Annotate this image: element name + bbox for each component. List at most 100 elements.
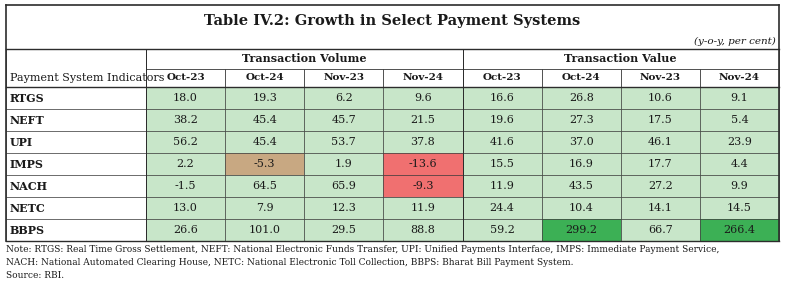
Bar: [225, 131, 305, 153]
Bar: [6, 219, 146, 241]
Text: Oct-24: Oct-24: [562, 73, 601, 83]
Bar: [305, 109, 383, 131]
Bar: [146, 69, 225, 87]
Text: 10.4: 10.4: [569, 203, 593, 213]
Bar: [146, 219, 225, 241]
Bar: [383, 175, 462, 197]
Text: 9.1: 9.1: [731, 93, 748, 103]
Bar: [6, 175, 146, 197]
Bar: [700, 87, 779, 109]
Bar: [542, 197, 621, 219]
Text: 5.4: 5.4: [731, 115, 748, 125]
Bar: [700, 109, 779, 131]
Bar: [146, 197, 225, 219]
Text: 46.1: 46.1: [648, 137, 673, 147]
Text: 19.3: 19.3: [252, 93, 277, 103]
Text: 65.9: 65.9: [331, 181, 356, 191]
Bar: [462, 219, 542, 241]
Bar: [6, 153, 146, 175]
Bar: [542, 109, 621, 131]
Bar: [700, 175, 779, 197]
Bar: [542, 131, 621, 153]
Text: UPI: UPI: [10, 137, 33, 148]
Text: 27.3: 27.3: [569, 115, 593, 125]
Bar: [305, 219, 383, 241]
Text: Payment System Indicators: Payment System Indicators: [10, 73, 165, 83]
Bar: [146, 87, 225, 109]
Text: 266.4: 266.4: [724, 225, 755, 235]
Bar: [146, 175, 225, 197]
Text: NETC: NETC: [10, 203, 46, 214]
Text: 2.2: 2.2: [177, 159, 195, 169]
Bar: [462, 49, 779, 69]
Bar: [462, 131, 542, 153]
Text: 19.6: 19.6: [490, 115, 514, 125]
Bar: [383, 69, 462, 87]
Text: 17.5: 17.5: [648, 115, 673, 125]
Text: 56.2: 56.2: [173, 137, 198, 147]
Bar: [462, 197, 542, 219]
Bar: [621, 87, 700, 109]
Bar: [225, 69, 305, 87]
Text: 10.6: 10.6: [648, 93, 673, 103]
Bar: [305, 87, 383, 109]
Text: 26.6: 26.6: [173, 225, 198, 235]
Bar: [621, 153, 700, 175]
Text: IMPS: IMPS: [10, 159, 44, 170]
Text: 16.9: 16.9: [569, 159, 593, 169]
Text: -9.3: -9.3: [412, 181, 433, 191]
Bar: [305, 131, 383, 153]
Bar: [383, 131, 462, 153]
Text: Nov-24: Nov-24: [403, 73, 444, 83]
Bar: [621, 131, 700, 153]
Text: 6.2: 6.2: [335, 93, 352, 103]
Text: 26.8: 26.8: [569, 93, 593, 103]
Bar: [146, 153, 225, 175]
Bar: [700, 153, 779, 175]
Bar: [225, 153, 305, 175]
Text: 7.9: 7.9: [256, 203, 273, 213]
Text: -13.6: -13.6: [409, 159, 437, 169]
Bar: [542, 219, 621, 241]
Text: 9.9: 9.9: [731, 181, 748, 191]
Bar: [621, 219, 700, 241]
Text: 13.0: 13.0: [173, 203, 198, 213]
Bar: [6, 131, 146, 153]
Bar: [542, 69, 621, 87]
Bar: [383, 109, 462, 131]
Bar: [621, 69, 700, 87]
Bar: [383, 153, 462, 175]
Text: Nov-23: Nov-23: [640, 73, 681, 83]
Text: 27.2: 27.2: [648, 181, 673, 191]
Bar: [146, 49, 462, 69]
Bar: [542, 87, 621, 109]
Text: 88.8: 88.8: [411, 225, 436, 235]
Text: NEFT: NEFT: [10, 115, 45, 126]
Text: 64.5: 64.5: [252, 181, 277, 191]
Bar: [462, 87, 542, 109]
Bar: [621, 197, 700, 219]
Text: Nov-23: Nov-23: [323, 73, 364, 83]
Text: Note: RTGS: Real Time Gross Settlement, NEFT: National Electronic Funds Transfer: Note: RTGS: Real Time Gross Settlement, …: [6, 245, 719, 254]
Bar: [621, 109, 700, 131]
Text: 15.5: 15.5: [490, 159, 514, 169]
Bar: [700, 69, 779, 87]
Text: 38.2: 38.2: [173, 115, 198, 125]
Bar: [462, 69, 542, 87]
Bar: [6, 197, 146, 219]
Text: Nov-24: Nov-24: [719, 73, 760, 83]
Bar: [225, 219, 305, 241]
Text: 45.4: 45.4: [252, 115, 277, 125]
Bar: [146, 109, 225, 131]
Text: Transaction Volume: Transaction Volume: [242, 53, 367, 64]
Text: 14.1: 14.1: [648, 203, 673, 213]
Text: 4.4: 4.4: [731, 159, 748, 169]
Text: Oct-24: Oct-24: [246, 73, 284, 83]
Text: 45.7: 45.7: [331, 115, 356, 125]
Bar: [700, 131, 779, 153]
Text: BBPS: BBPS: [10, 225, 45, 236]
Text: 37.0: 37.0: [569, 137, 593, 147]
Bar: [542, 175, 621, 197]
Bar: [225, 109, 305, 131]
Bar: [146, 131, 225, 153]
